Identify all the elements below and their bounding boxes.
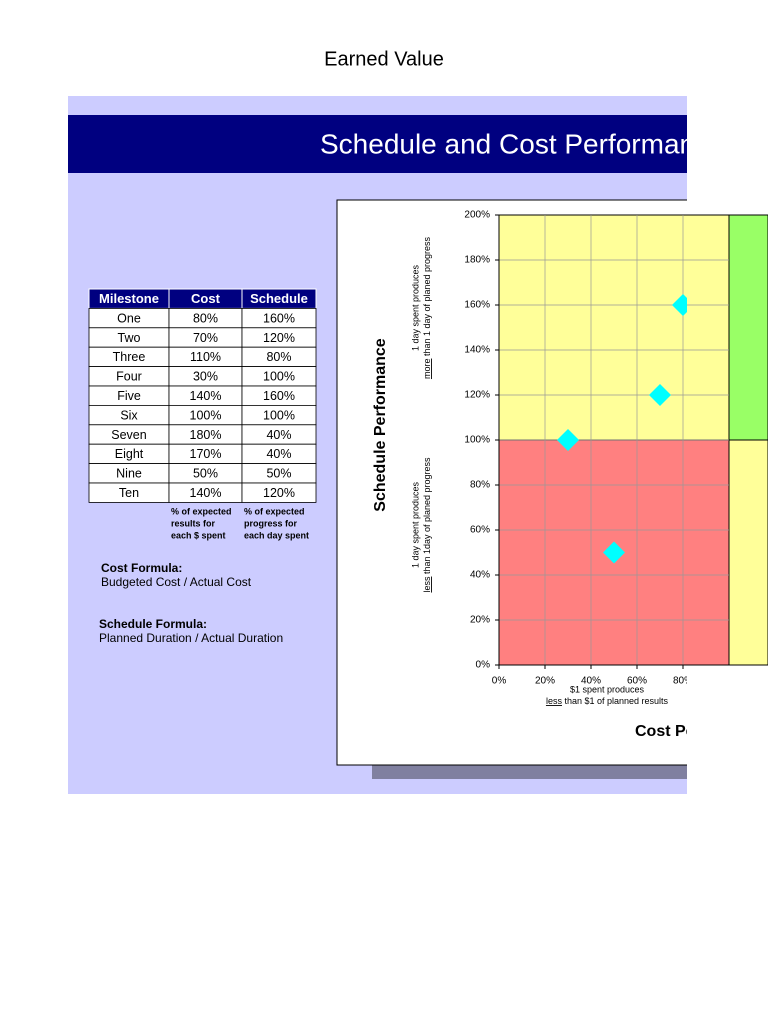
column-header: Milestone [99,291,159,306]
y-tick-label: 40% [470,570,490,581]
cell-text: Three [113,350,146,364]
formula-label: Cost Formula: [101,561,182,575]
table-note: % of expected [244,506,305,516]
cell-text: 50% [193,467,218,481]
quadrant [728,214,768,441]
y-tick-label: 160% [464,300,490,311]
cell-text: 120% [263,331,295,345]
cell-text: 180% [190,428,222,442]
banner-title: Schedule and Cost Performance [320,128,725,159]
cell-text: 160% [263,311,295,325]
cell-text: 80% [266,350,291,364]
table-note: % of expected [171,506,232,516]
x-tick-label: 40% [581,676,601,687]
x-tick-label: 80% [673,676,693,687]
cell-text: 100% [263,370,295,384]
formula-label: Schedule Formula: [99,617,207,631]
y-tick-label: 100% [464,435,490,446]
y-tick-label: 20% [470,615,490,626]
cell-text: 170% [190,447,222,461]
cell-text: 110% [190,350,221,364]
annotation-emphasis: more [422,359,432,380]
cell-text: 100% [263,408,295,422]
cell-text: 40% [266,428,291,442]
cell-text: Nine [116,467,142,481]
cell-text: 80% [193,311,218,325]
y-axis-title: Schedule Performance [372,338,389,512]
annotation-emphasis: less [546,696,563,706]
cell-text: Four [116,370,142,384]
table-cell [241,482,317,503]
x-tick-label: 60% [627,676,647,687]
y-tick-label: 60% [470,525,490,536]
table-note: results for [171,518,216,528]
y-tick-label: 80% [470,480,490,491]
column-header: Schedule [250,291,308,306]
cell-text: 70% [193,331,218,345]
grid [499,215,729,665]
annotation-line: 1 day spent produces [410,264,420,351]
annotation-text: than 1 day of planed progress [422,236,432,358]
table-note: each $ spent [171,530,226,540]
annotation: $1 spent produces less than $1 of planned… [546,684,669,706]
point [649,384,671,406]
cell-text: 100% [190,408,222,422]
quadrant [499,215,729,440]
page-title: Earned Value [324,48,444,70]
annotation-line: 1 day spent produces [410,481,420,568]
x-tick-label: 0% [492,676,507,687]
chart-shadow [372,765,687,779]
y-tick-label: 0% [476,660,491,671]
cell-text: One [117,311,141,325]
annotation-line: less than $1 of planned results [546,696,669,706]
cell-text: Two [118,331,141,345]
y-tick-label: 180% [464,255,490,266]
annotation-line: more than 1 day of planed progress [422,236,432,379]
cell-text: 140% [190,486,222,500]
x-tick-label: 20% [535,676,555,687]
y-tick-label: 140% [464,345,490,356]
cell-text: 50% [266,467,291,481]
x-axis-title: Cost Performance [635,723,768,740]
point [557,429,579,451]
table-note: each day spent [244,530,309,540]
cell-text: 120% [263,486,295,500]
cell-text: Five [117,389,141,403]
column-header: Cost [191,291,221,306]
cell-text: Seven [111,428,146,442]
cell-text: 160% [263,389,295,403]
cell-text: Eight [115,447,144,461]
banner [68,115,687,173]
point [672,294,687,316]
annotation-emphasis: less [422,576,432,593]
cell-text: 140% [190,389,222,403]
y-tick-label: 200% [464,210,490,221]
cell-text: 40% [266,447,291,461]
annotation-line: $1 spent produces [570,684,645,694]
cell-text: Ten [119,486,139,500]
table-note: progress for [244,518,298,528]
formula-text: Planned Duration / Actual Duration [99,631,283,645]
cell-text: Six [120,408,138,422]
annotation-line: less than 1day of planed progress [422,457,432,593]
formula-text: Budgeted Cost / Actual Cost [101,575,252,589]
annotation-text: than 1day of planed progress [422,457,432,577]
cell-text: 30% [193,370,218,384]
quadrants [499,214,768,666]
point [603,541,625,564]
y-tick-label: 120% [464,390,490,401]
quadrant [728,439,768,666]
annotation-text: than $1 of planned results [562,696,669,706]
clip-group: 0% 20% 40% 60% 80% Cost Performance [492,294,768,740]
